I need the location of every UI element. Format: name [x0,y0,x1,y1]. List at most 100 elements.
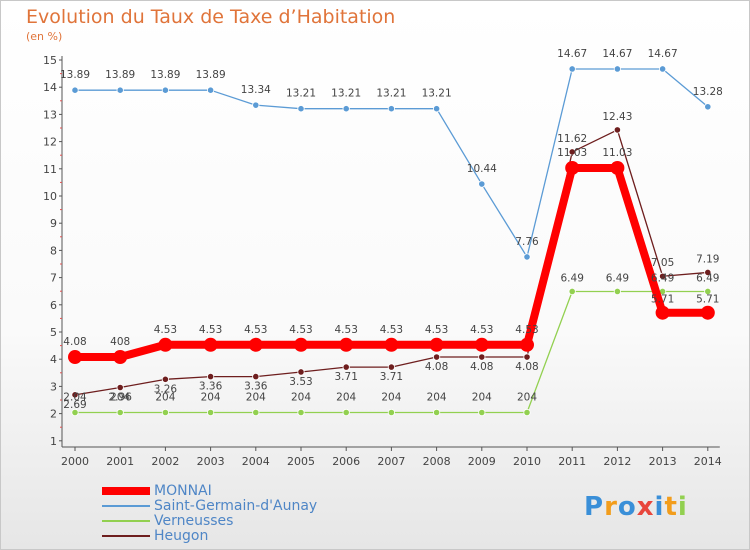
data-point [700,305,715,320]
legend: MONNAI Saint-Germain-d'Aunay Verneusses Heu… [102,484,317,544]
data-label: 4.08 [63,336,86,348]
data-label: 11.03 [557,147,587,159]
data-label: 4.53 [335,324,358,336]
data-point [297,105,305,113]
data-label: 13.89 [105,69,135,81]
data-point [387,105,395,113]
data-point [704,103,712,111]
data-label: 3.53 [289,376,312,388]
data-point [523,253,531,261]
legend-label: Saint-Germain-d'Aunay [154,498,318,514]
data-point [71,391,79,399]
data-label: 4.53 [244,324,267,336]
data-label: 6.49 [651,272,674,284]
legend-label: Heugon [154,528,209,544]
data-point [387,363,395,371]
logo-letter: P [584,492,605,522]
chart-title: Evolution du Taux de Taxe d’Habitation [26,6,396,28]
x-tick-label: 2008 [423,455,451,468]
data-point [116,383,124,392]
legend-swatch [102,505,150,507]
data-point [161,375,169,383]
x-tick-label: 2010 [513,455,541,468]
data-label: 13.89 [150,69,180,81]
data-point [294,337,308,352]
data-label: 5.71 [651,294,674,306]
data-point [704,268,712,277]
data-label: 13.28 [693,86,723,98]
y-tick-label: 7 [50,272,57,285]
legend-item: Verneusses [102,514,317,529]
x-tick-label: 2002 [151,455,179,468]
y-tick-label: 13 [43,108,57,121]
data-label: 204 [381,392,401,404]
data-label: 408 [110,336,130,348]
data-point [658,65,667,73]
y-tick-label: 11 [43,163,57,176]
legend-item: Heugon [102,529,317,544]
data-point [613,65,622,73]
y-tick-label: 14 [43,81,57,94]
logo-letter: r [604,492,618,522]
data-point [248,337,263,352]
y-tick-label: 1 [50,435,57,448]
data-point [568,148,576,156]
data-label: 204 [336,392,356,404]
legend-item: MONNAI [102,484,317,499]
data-label: 11.62 [557,133,587,145]
y-tick-label: 15 [43,54,57,67]
data-point [297,408,305,417]
data-label: 204 [155,392,175,404]
logo-letter: i [654,492,665,522]
y-tick-label: 4 [50,353,57,366]
data-label: 4.53 [199,324,222,336]
logo-letter: t [664,492,678,522]
data-label: 11.03 [602,147,632,159]
data-point [704,287,712,296]
data-point [207,86,215,94]
legend-swatch [102,487,150,495]
y-tick-label: 3 [50,380,57,393]
data-label: 2.04 [63,392,87,404]
x-tick-label: 2006 [332,455,360,468]
y-tick-label: 2 [50,408,57,421]
data-point [342,408,350,417]
y-tick-label: 12 [43,136,57,149]
legend-label: Verneusses [154,513,234,529]
y-tick-label: 6 [50,299,57,312]
data-point [478,408,486,417]
data-point [432,105,441,113]
data-label: 13.89 [60,69,90,81]
data-label: 4.08 [425,361,448,373]
y-tick-label: 10 [43,190,57,203]
data-label: 4.53 [154,324,177,336]
data-label: 3.36 [199,381,223,393]
data-label: 13.21 [286,88,316,100]
data-point [568,65,576,73]
data-point [523,353,531,361]
data-point [71,86,79,94]
data-point [252,408,260,417]
data-point [116,408,124,417]
data-point [610,160,625,175]
legend-swatch [102,535,150,537]
x-tick-label: 2012 [603,455,631,468]
data-point [339,337,354,352]
data-label: 204 [291,392,311,404]
data-label: 204 [246,392,266,404]
data-point [161,86,169,94]
data-label: 3.36 [244,381,268,393]
data-label: 6.49 [606,272,629,284]
data-point [113,350,128,365]
data-label: 204 [110,392,130,404]
x-tick-label: 2004 [242,455,270,468]
data-point [207,408,215,417]
data-label: 6.49 [696,272,719,284]
data-label: 13.89 [196,69,226,81]
data-label: 3.26 [154,383,178,395]
data-label: 14.67 [602,48,632,60]
data-point [384,337,399,352]
data-point [203,337,218,352]
data-point [207,373,215,381]
